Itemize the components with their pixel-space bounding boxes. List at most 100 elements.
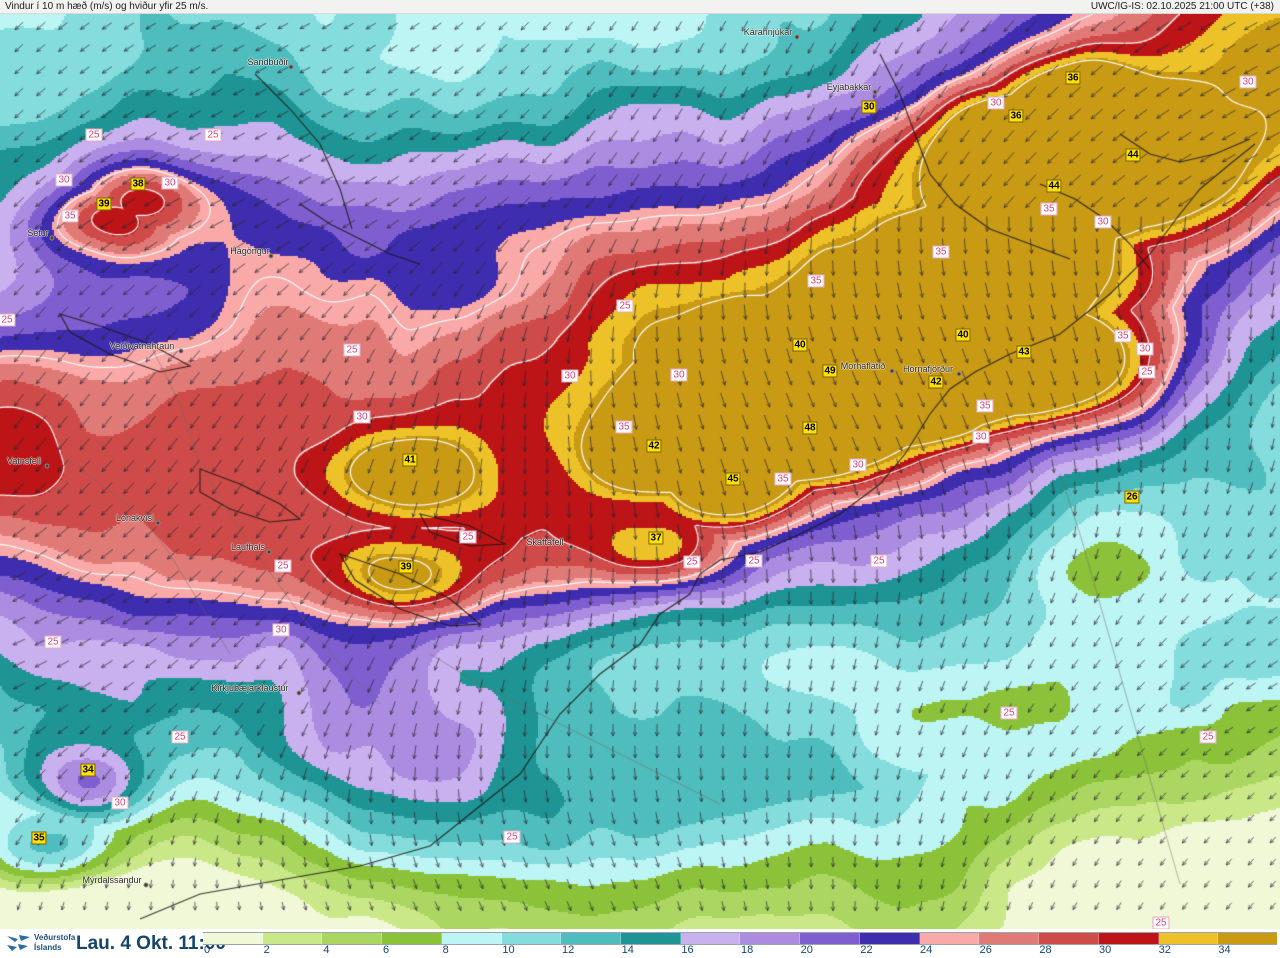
isotach-label: 25: [274, 559, 292, 573]
colorbar-band: [441, 933, 502, 944]
gust-max-label: 36: [1008, 109, 1024, 123]
isotach-label: 30: [561, 369, 579, 383]
valid-time-label: Lau. 4 Okt. 11:00: [76, 933, 226, 954]
isotach-label: 25: [745, 554, 763, 568]
place-marker-dot: [872, 89, 878, 95]
place-marker-dot: [266, 549, 272, 555]
isotach-label: 25: [171, 730, 189, 744]
isotach-label: 25: [1000, 706, 1018, 720]
gust-max-label: 43: [1016, 345, 1032, 359]
colorbar-band: [322, 933, 383, 944]
place-marker-dot: [568, 544, 574, 550]
place-marker-dot: [268, 253, 274, 259]
gust-max-label: 40: [955, 328, 971, 342]
isotach-label: 25: [683, 555, 701, 569]
isotach-label: 30: [1094, 215, 1112, 229]
colorbar-tick: 32: [1158, 944, 1171, 956]
isotach-label: 35: [807, 274, 825, 288]
isotach-label: 25: [85, 128, 103, 142]
colorbar-band: [919, 933, 980, 944]
colorbar-band: [1158, 933, 1219, 944]
isotach-label: 35: [774, 472, 792, 486]
colorbar-tick: 0: [204, 944, 211, 956]
colorbar-tick: 4: [323, 944, 330, 956]
colorbar-band: [501, 933, 562, 944]
gust-max-label: 48: [802, 421, 818, 435]
gust-max-label: 36: [1065, 71, 1081, 85]
colorbar-band: [1098, 933, 1159, 944]
place-marker-dot: [155, 520, 161, 526]
colorbar-tick: 18: [741, 944, 754, 956]
logo-arrows-icon: [7, 935, 30, 951]
gust-max-label: 44: [1046, 179, 1062, 193]
colorbar-bands: [203, 932, 1277, 945]
map-header: Vindur í 10 m hæð (m/s) og hviður yfir 2…: [0, 0, 1280, 14]
colorbar-tick-labels: 0 2 4 6 8 10 12 14 16 18 20 22 24 26 28 30 32 34: [203, 944, 1277, 956]
colorbar-band: [979, 933, 1040, 944]
isotach-label: 25: [1199, 730, 1217, 744]
colorbar-tick: 34: [1218, 944, 1231, 956]
gust-max-label: 26: [1124, 490, 1140, 504]
isotach-label: 30: [987, 96, 1005, 110]
gust-max-label: 49: [822, 364, 838, 378]
gust-max-label: 42: [646, 439, 662, 453]
logo-line-1: Veðurstofa: [34, 933, 76, 942]
isotach-label: 30: [670, 368, 688, 382]
place-marker-dot: [889, 368, 895, 374]
isotach-label: 25: [616, 299, 634, 313]
colorbar-tick: 20: [800, 944, 813, 956]
isotach-label: 30: [1136, 342, 1154, 356]
place-marker-dot: [956, 371, 962, 377]
colorbar-tick: 22: [860, 944, 873, 956]
place-marker-dot: [44, 463, 50, 469]
isotach-label: 25: [870, 554, 888, 568]
colorbar-tick: 10: [502, 944, 515, 956]
isotach-label: 25: [1152, 916, 1170, 929]
isotach-label: 30: [272, 623, 290, 637]
isotach-label: 30: [55, 173, 73, 187]
isotach-label: 35: [615, 420, 633, 434]
wind-speed-colorbar[interactable]: 0 2 4 6 8 10 12 14 16 18 20 22 24 26 28 30 32 34: [203, 932, 1277, 956]
isotach-label: 35: [61, 209, 79, 223]
colorbar-band: [800, 933, 860, 944]
colorbar-tick: 12: [562, 944, 575, 956]
gust-max-label: 39: [398, 560, 414, 574]
colorbar-tick: 24: [920, 944, 933, 956]
isotach-label: 25: [44, 635, 62, 649]
gust-max-label: 45: [725, 472, 741, 486]
colorbar-tick: 30: [1099, 944, 1112, 956]
place-marker-dot: [143, 882, 149, 888]
colorbar-tick: 16: [681, 944, 694, 956]
place-marker-dot: [288, 64, 294, 70]
colorbar-band: [382, 933, 442, 944]
isotach-label: 25: [0, 313, 16, 327]
colorbar-tick: 28: [1039, 944, 1052, 956]
colorbar-band: [740, 933, 801, 944]
gust-max-label: 34: [80, 763, 96, 777]
colorbar-tick: 6: [383, 944, 390, 956]
isotach-label: 25: [503, 830, 521, 844]
gust-max-label: 39: [96, 197, 112, 211]
wind-field-canvas[interactable]: [0, 14, 1280, 929]
isotach-label: 25: [343, 343, 361, 357]
map-viewport[interactable]: Sandbúðir Kárahnjúkar Eyjabakkar Hágöngur Ve…: [0, 14, 1280, 929]
isotach-label: 25: [1138, 365, 1156, 379]
colorbar-tick: 26: [979, 944, 992, 956]
isotach-label: 35: [932, 245, 950, 259]
gust-max-label: 37: [648, 531, 664, 545]
colorbar-tick: 2: [263, 944, 270, 956]
place-marker-dot: [49, 235, 55, 241]
model-run-label: UWC/IG-IS: 02.10.2025 21:00 UTC (+38): [1090, 1, 1274, 12]
isotach-label: 30: [972, 430, 990, 444]
isotach-label: 35: [1040, 202, 1058, 216]
place-marker-dot: [178, 348, 184, 354]
colorbar-band: [262, 933, 323, 944]
gust-max-label: 30: [861, 100, 877, 114]
colorbar-band: [1039, 933, 1099, 944]
gust-max-label: 41: [402, 453, 418, 467]
isotach-label: 25: [204, 128, 222, 142]
colorbar-axis-line: [203, 944, 1277, 945]
colorbar-band: [203, 933, 263, 944]
